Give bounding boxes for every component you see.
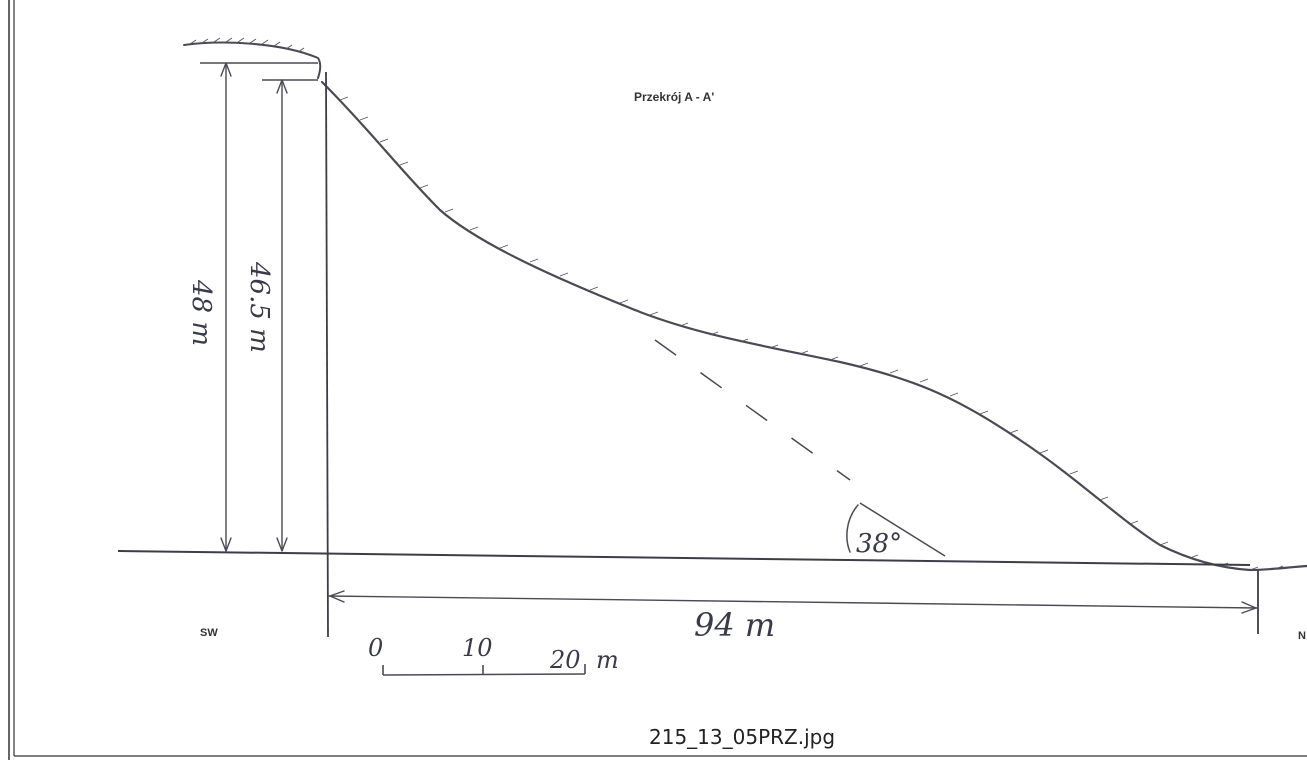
top-ground-hatch: [189, 37, 305, 53]
height-46-arrow-bottom: [276, 537, 288, 552]
scale-bar-line: [382, 673, 586, 676]
slope-hatch: [339, 96, 1284, 571]
scale-tick-label-10: 10: [462, 634, 493, 662]
image-caption: 215_13_05PRZ.jpg: [649, 725, 835, 749]
length-arrow-right: [1241, 601, 1257, 614]
top-ground-surface: [183, 41, 322, 79]
length-arrow-left: [329, 590, 345, 603]
scale-tick-label-20: 20: [549, 646, 581, 674]
dashed-slope-line: [654, 339, 851, 481]
height-46-label: 46.5 m: [244, 261, 274, 353]
scale-tick-label-0: 0: [368, 634, 383, 662]
crest-vertical-line: [325, 71, 329, 638]
height-48-label: 48 m: [186, 279, 216, 346]
angle-arc: [846, 504, 859, 553]
length-label: 94 m: [694, 606, 775, 644]
direction-n: N: [1298, 630, 1306, 642]
angle-arm: [859, 502, 946, 557]
height-48-arrow-top: [220, 62, 232, 77]
angle-label: 38°: [856, 529, 902, 559]
height-46-arrow-top: [276, 79, 288, 94]
slope-profile: [320, 80, 1307, 572]
section-title: Przekrój A - A': [634, 90, 714, 104]
length-dimension-line: [327, 595, 1259, 609]
scale-unit-label: m: [596, 646, 619, 674]
height-48-arrow-bottom: [220, 537, 232, 552]
base-line: [117, 550, 1251, 566]
direction-sw: SW: [200, 627, 218, 639]
